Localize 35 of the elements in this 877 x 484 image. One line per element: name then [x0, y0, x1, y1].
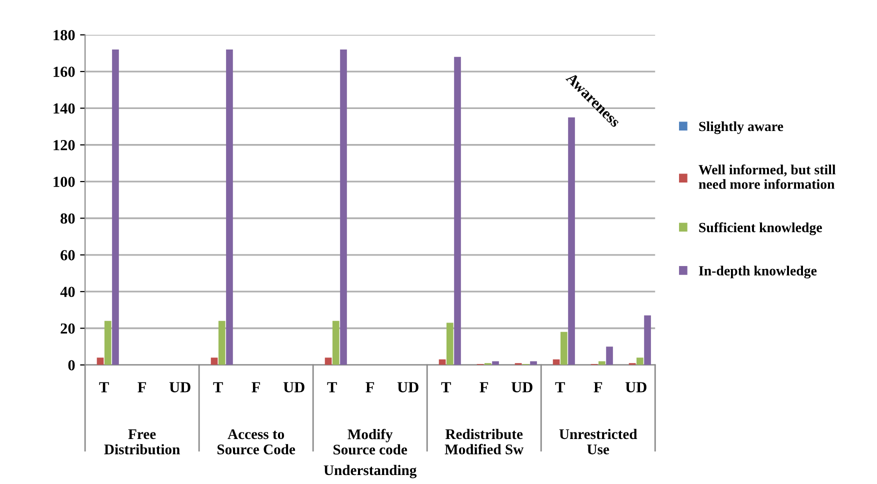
y-tick-label: 160	[54, 66, 75, 77]
x-tick-label: T	[99, 382, 109, 392]
legend-label: Slightly aware	[699, 121, 784, 134]
legend-label: Well informed, but still need more information	[698, 164, 836, 189]
y-tick-label: 180	[54, 30, 75, 40]
y-tick-label: 0	[68, 360, 75, 370]
x-tick-label: T	[555, 382, 565, 392]
text: Access to Source Code	[217, 429, 296, 454]
legend-label: Sufficient knowledge	[699, 222, 822, 236]
x-tick-label: T	[441, 382, 451, 392]
x-tick-label: T	[327, 382, 337, 392]
x-tick-label: F	[594, 382, 602, 392]
text: Unrestricted Use	[559, 428, 638, 454]
y-tick-label: 20	[60, 323, 75, 334]
x-tick-label: UD	[283, 382, 304, 392]
y-tick-label: 80	[60, 213, 75, 224]
text: Modify Source code	[334, 428, 408, 455]
x-tick-label: UD	[625, 382, 646, 392]
y-tick-label: 60	[60, 250, 75, 260]
x-tick-label: UD	[397, 382, 418, 392]
x-tick-label: F	[366, 382, 374, 392]
text: Free Distribution	[104, 429, 180, 454]
y-tick-label: 100	[54, 176, 75, 188]
x-tick-label: F	[252, 382, 260, 392]
x-tick-label: F	[480, 382, 488, 392]
x-axis-title: Understanding	[324, 464, 417, 478]
x-tick-label: UD	[169, 382, 190, 392]
text: Redistribute Modified Sw	[444, 428, 524, 454]
y-tick-label: 40	[60, 286, 75, 298]
legend-label: In-depth knowledge	[698, 266, 817, 278]
x-tick-label: F	[138, 382, 146, 392]
y-tick-label: 120	[54, 140, 75, 150]
y-tick-label: 140	[54, 103, 75, 114]
x-tick-label: UD	[511, 382, 532, 392]
x-tick-label: T	[213, 382, 223, 392]
